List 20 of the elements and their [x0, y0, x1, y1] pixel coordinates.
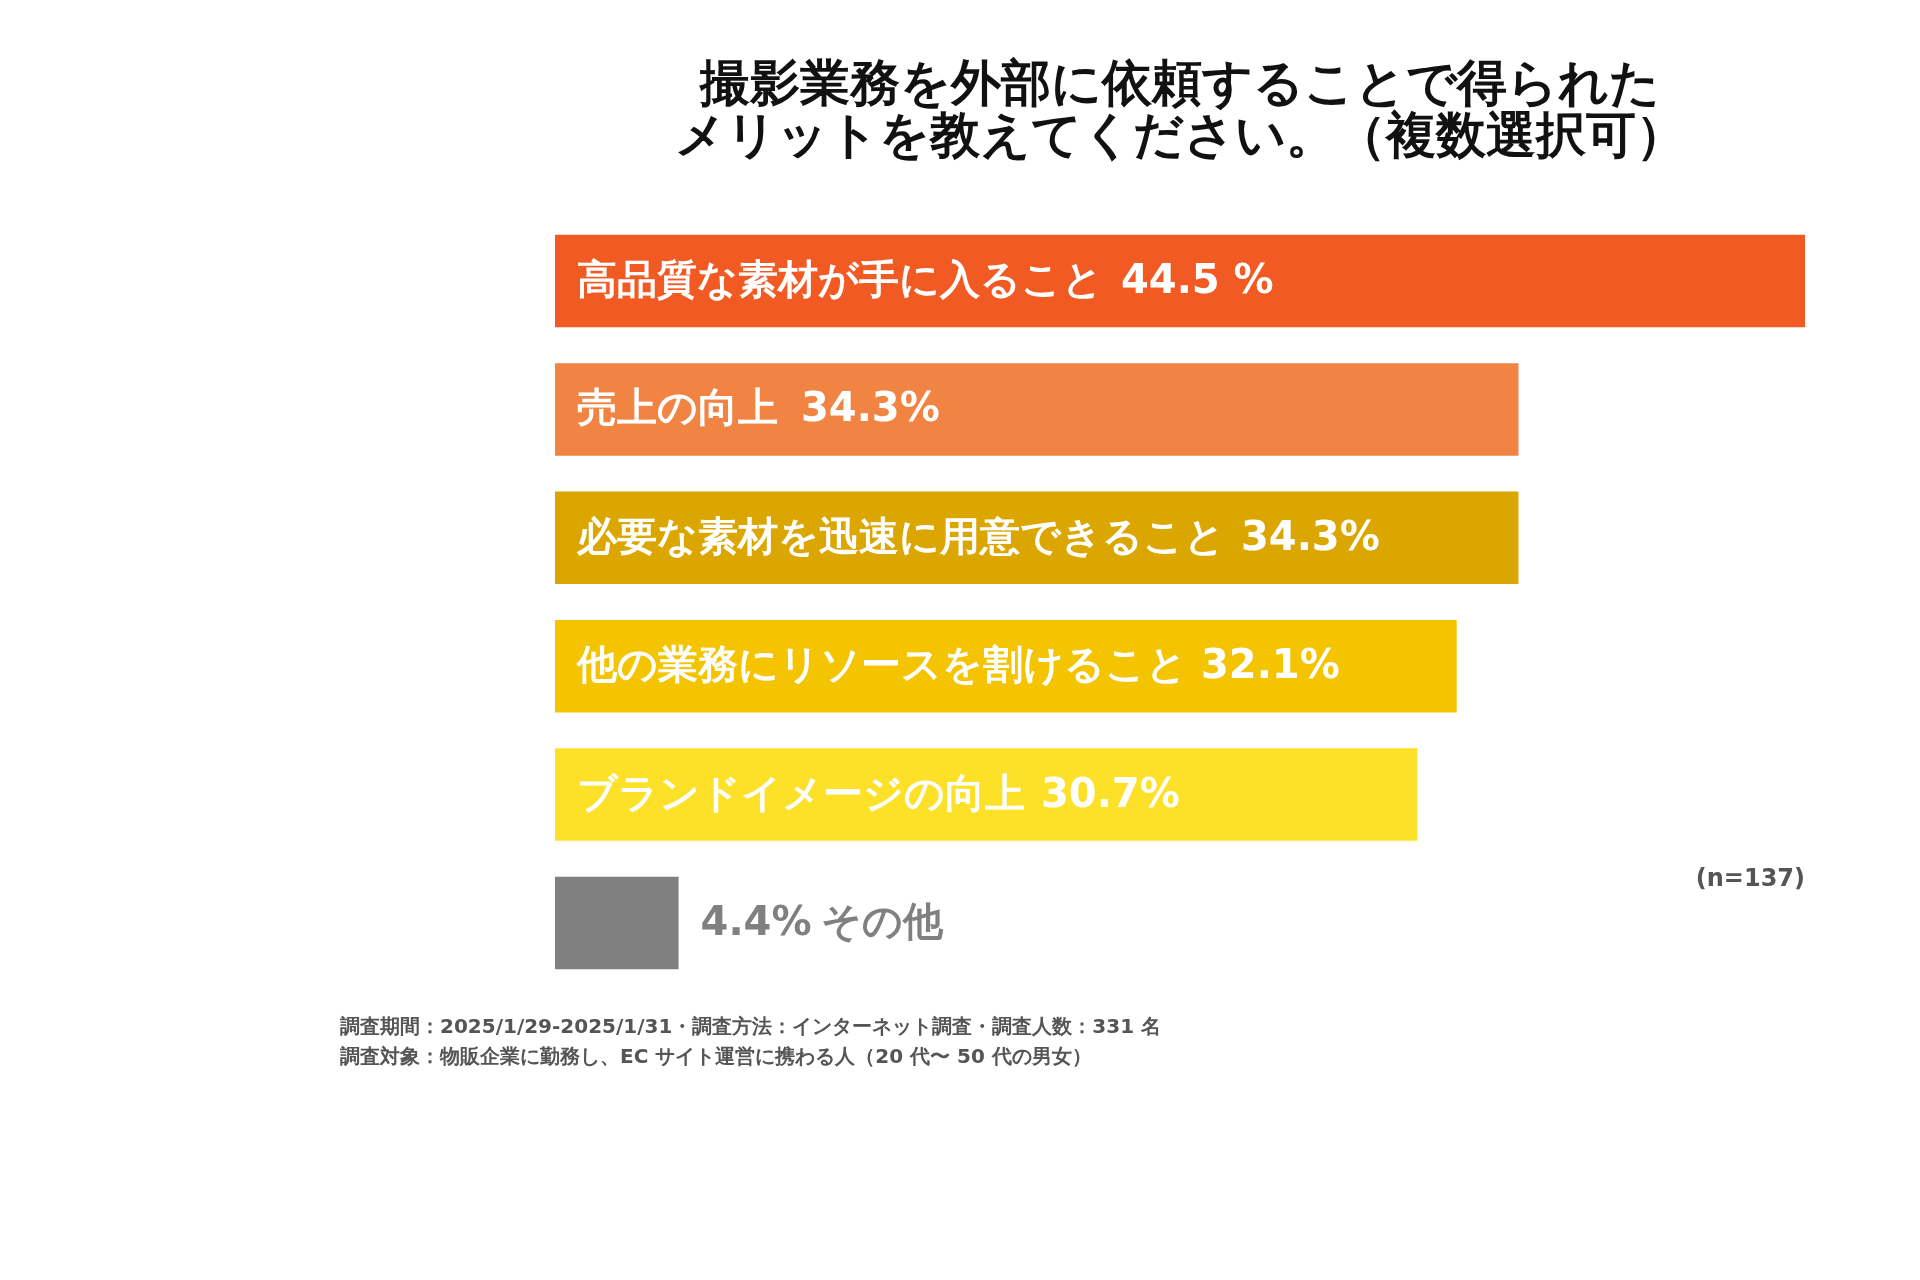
y-tick-label: 高品質な素材が手に入ること — [577, 256, 1103, 303]
annotation: (n=137) — [1695, 864, 1805, 893]
data-label: 34.3% — [1241, 512, 1380, 559]
data-label: 32.1% — [1201, 641, 1340, 688]
bar — [555, 363, 1519, 456]
data-label: 4.4% — [700, 897, 812, 944]
y-tick-label: 他の業務にリソースを割けること — [575, 641, 1187, 688]
bar — [555, 234, 1805, 328]
data-label: 44.5 % — [1121, 256, 1274, 303]
data-label: 30.7% — [1041, 769, 1180, 816]
y-tick-label: 売上の向上 — [577, 384, 778, 431]
bar — [555, 876, 679, 970]
y-tick-label: その他 — [820, 897, 944, 944]
chart-title: 撮影業務を外部に依頼することで得られたメリットを教えてください。（複数選択可） — [674, 54, 1686, 164]
text: 調査期間：2025/1/29-2025/1/31・調査方法：インターネット調査・調査人数：331 名 — [340, 1014, 1162, 1038]
bar — [555, 748, 1418, 841]
text: 調査対象：物販企業に勤務し、EC サイト運営に携わる人（20 代〜 50 代の男女） — [340, 1044, 1092, 1068]
data-label: 34.3% — [801, 384, 940, 431]
y-tick-label: ブランドイメージの向上 — [577, 769, 1025, 816]
y-tick-label: 必要な素材を迅速に用意できること — [576, 512, 1225, 559]
